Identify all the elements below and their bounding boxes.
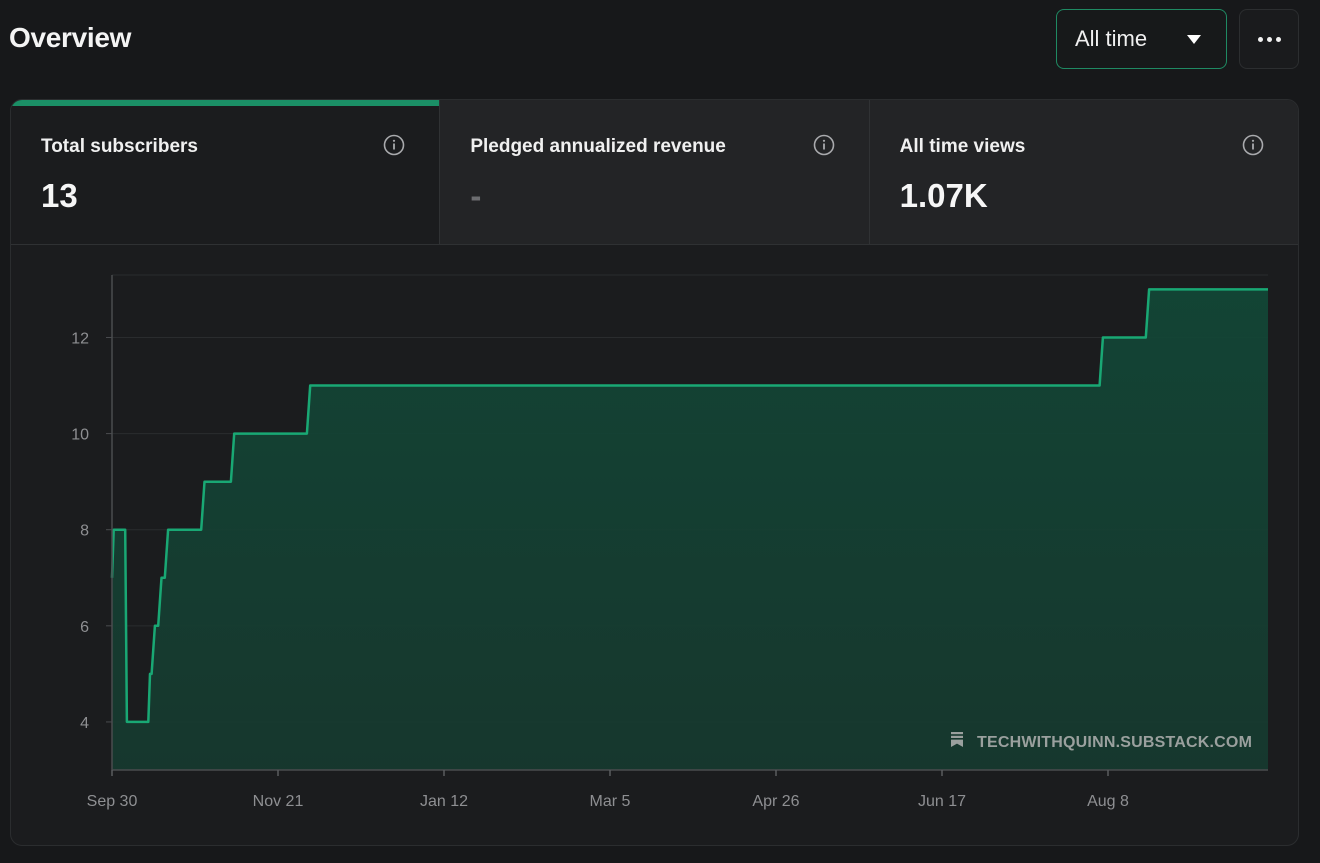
x-tick-label: Nov 21 [253,793,304,810]
metric-tab-all-time-views[interactable]: All time views 1.07K [868,100,1298,244]
active-tab-indicator [11,100,440,106]
subscribers-chart: 4 6 8 10 12 Sep 30 Nov 21 Jan 12 Mar 5 Apr 26 Jun … [11,245,1298,845]
metric-label: Total subscribers [41,136,198,157]
y-tick-label: 4 [80,715,89,732]
y-tick-label: 12 [71,330,89,347]
metric-label: Pledged annualized revenue [470,136,726,157]
series-area [112,289,1268,770]
info-icon[interactable] [1242,134,1264,156]
x-tick-label: Sep 30 [87,793,138,810]
series-line [110,288,1268,724]
overview-card: Total subscribers 13 Pledged annualized … [10,99,1299,846]
info-icon[interactable] [813,134,835,156]
watermark-text: TECHWITHQUINN.SUBSTACK.COM [977,734,1252,751]
metric-label: All time views [899,136,1026,157]
x-tick-label: Aug 8 [1087,793,1129,810]
metric-value: 1.07K [899,177,988,214]
x-tick-label: Jan 12 [420,793,468,810]
date-range-value: All time [1075,26,1148,51]
more-horizontal-icon-dot [1275,36,1281,42]
y-tick-label: 6 [80,619,89,636]
more-options-button[interactable] [1239,9,1299,69]
caret-down-icon [1187,35,1201,44]
y-tick-label: 8 [80,523,89,540]
area-fill [110,288,1268,770]
watermark: TECHWITHQUINN.SUBSTACK.COM [951,732,1252,751]
tick-labels: 4 6 8 10 12 Sep 30 Nov 21 Jan 12 Mar 5 Apr 26 Jun … [71,330,1129,810]
chart-svg: 4 6 8 10 12 Sep 30 Nov 21 Jan 12 Mar 5 Apr 26 Jun … [71,274,1268,810]
metric-value: 13 [41,177,78,214]
info-icon[interactable] [383,134,405,156]
y-tick-label: 10 [71,427,89,444]
x-tick-label: Apr 26 [752,793,799,810]
date-range-select[interactable]: All time [1056,9,1227,69]
substack-bookmark-icon [951,732,963,747]
metric-tabs: Total subscribers 13 Pledged annualized … [11,100,1298,245]
x-tick-label: Mar 5 [590,793,631,810]
more-horizontal-icon [1257,36,1263,42]
more-horizontal-icon-dot [1266,36,1272,42]
axes [106,275,1268,776]
metric-value: - [470,177,482,214]
metric-tab-total-subscribers[interactable]: Total subscribers 13 [11,100,440,244]
metric-tab-pledged-revenue[interactable]: Pledged annualized revenue - [439,100,869,244]
page-title: Overview [9,22,132,53]
x-tick-label: Jun 17 [918,793,966,810]
